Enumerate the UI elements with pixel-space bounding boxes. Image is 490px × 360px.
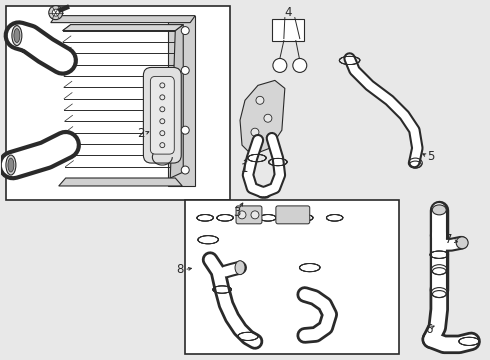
Circle shape: [49, 6, 63, 20]
Bar: [272, 19, 304, 41]
Circle shape: [264, 114, 272, 122]
Circle shape: [160, 95, 165, 100]
Circle shape: [52, 9, 59, 16]
Text: 7: 7: [445, 233, 453, 246]
Text: 4: 4: [284, 6, 292, 19]
Ellipse shape: [8, 158, 14, 172]
Ellipse shape: [14, 28, 20, 42]
Circle shape: [456, 237, 468, 249]
Circle shape: [160, 107, 165, 112]
Circle shape: [181, 67, 189, 75]
Text: 8: 8: [176, 263, 184, 276]
Circle shape: [160, 143, 165, 148]
Polygon shape: [171, 24, 183, 178]
Bar: [185, 200, 399, 354]
Circle shape: [181, 27, 189, 35]
Polygon shape: [59, 178, 182, 186]
Ellipse shape: [432, 205, 446, 215]
Text: 5: 5: [428, 150, 435, 163]
FancyBboxPatch shape: [276, 206, 310, 224]
FancyBboxPatch shape: [144, 67, 181, 163]
Circle shape: [293, 58, 307, 72]
Circle shape: [181, 166, 189, 174]
Circle shape: [251, 211, 259, 219]
Polygon shape: [240, 80, 285, 155]
Text: 6: 6: [425, 323, 433, 336]
Polygon shape: [63, 24, 183, 31]
FancyBboxPatch shape: [236, 206, 262, 224]
Text: 1: 1: [240, 162, 248, 175]
Ellipse shape: [6, 155, 16, 175]
Circle shape: [273, 58, 287, 72]
FancyBboxPatch shape: [150, 76, 174, 154]
Circle shape: [160, 131, 165, 136]
Circle shape: [251, 128, 259, 136]
Circle shape: [160, 83, 165, 88]
Text: 2: 2: [137, 127, 144, 140]
Circle shape: [256, 96, 264, 104]
Ellipse shape: [12, 26, 22, 45]
Bar: [6, 6, 230, 200]
Circle shape: [181, 126, 189, 134]
Ellipse shape: [235, 261, 245, 275]
Polygon shape: [51, 15, 195, 23]
Text: 3: 3: [233, 206, 241, 219]
Circle shape: [238, 211, 246, 219]
Circle shape: [160, 119, 165, 124]
Polygon shape: [168, 15, 195, 186]
